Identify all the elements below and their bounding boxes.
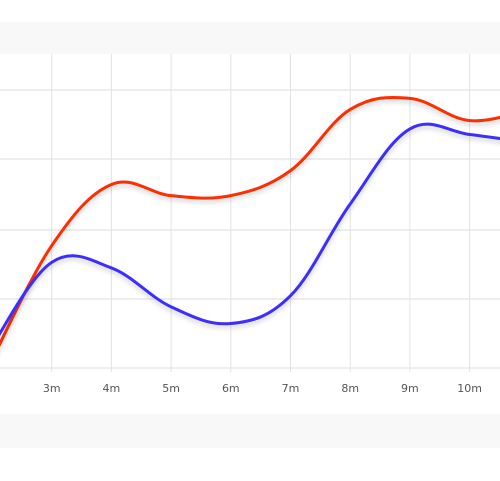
x-tick-label: 5m: [162, 382, 180, 395]
x-axis: 3m 4m 5m 6m 7m 8m 9m 10m: [43, 382, 482, 395]
x-tick-label: 7m: [282, 382, 300, 395]
series-line-1: [0, 95, 500, 347]
x-tick-label: 3m: [43, 382, 61, 395]
x-tick-label: 10m: [457, 382, 482, 395]
series-line-2: [0, 122, 500, 337]
x-tick-label: 4m: [103, 382, 121, 395]
series-group: [0, 95, 500, 347]
grid: [0, 54, 500, 372]
x-tick-label: 6m: [222, 382, 240, 395]
chart-panel: [0, 54, 500, 414]
x-tick-label: 8m: [341, 382, 359, 395]
x-tick-label: 9m: [401, 382, 419, 395]
footer-band: [0, 414, 500, 448]
header-band: [0, 22, 500, 54]
